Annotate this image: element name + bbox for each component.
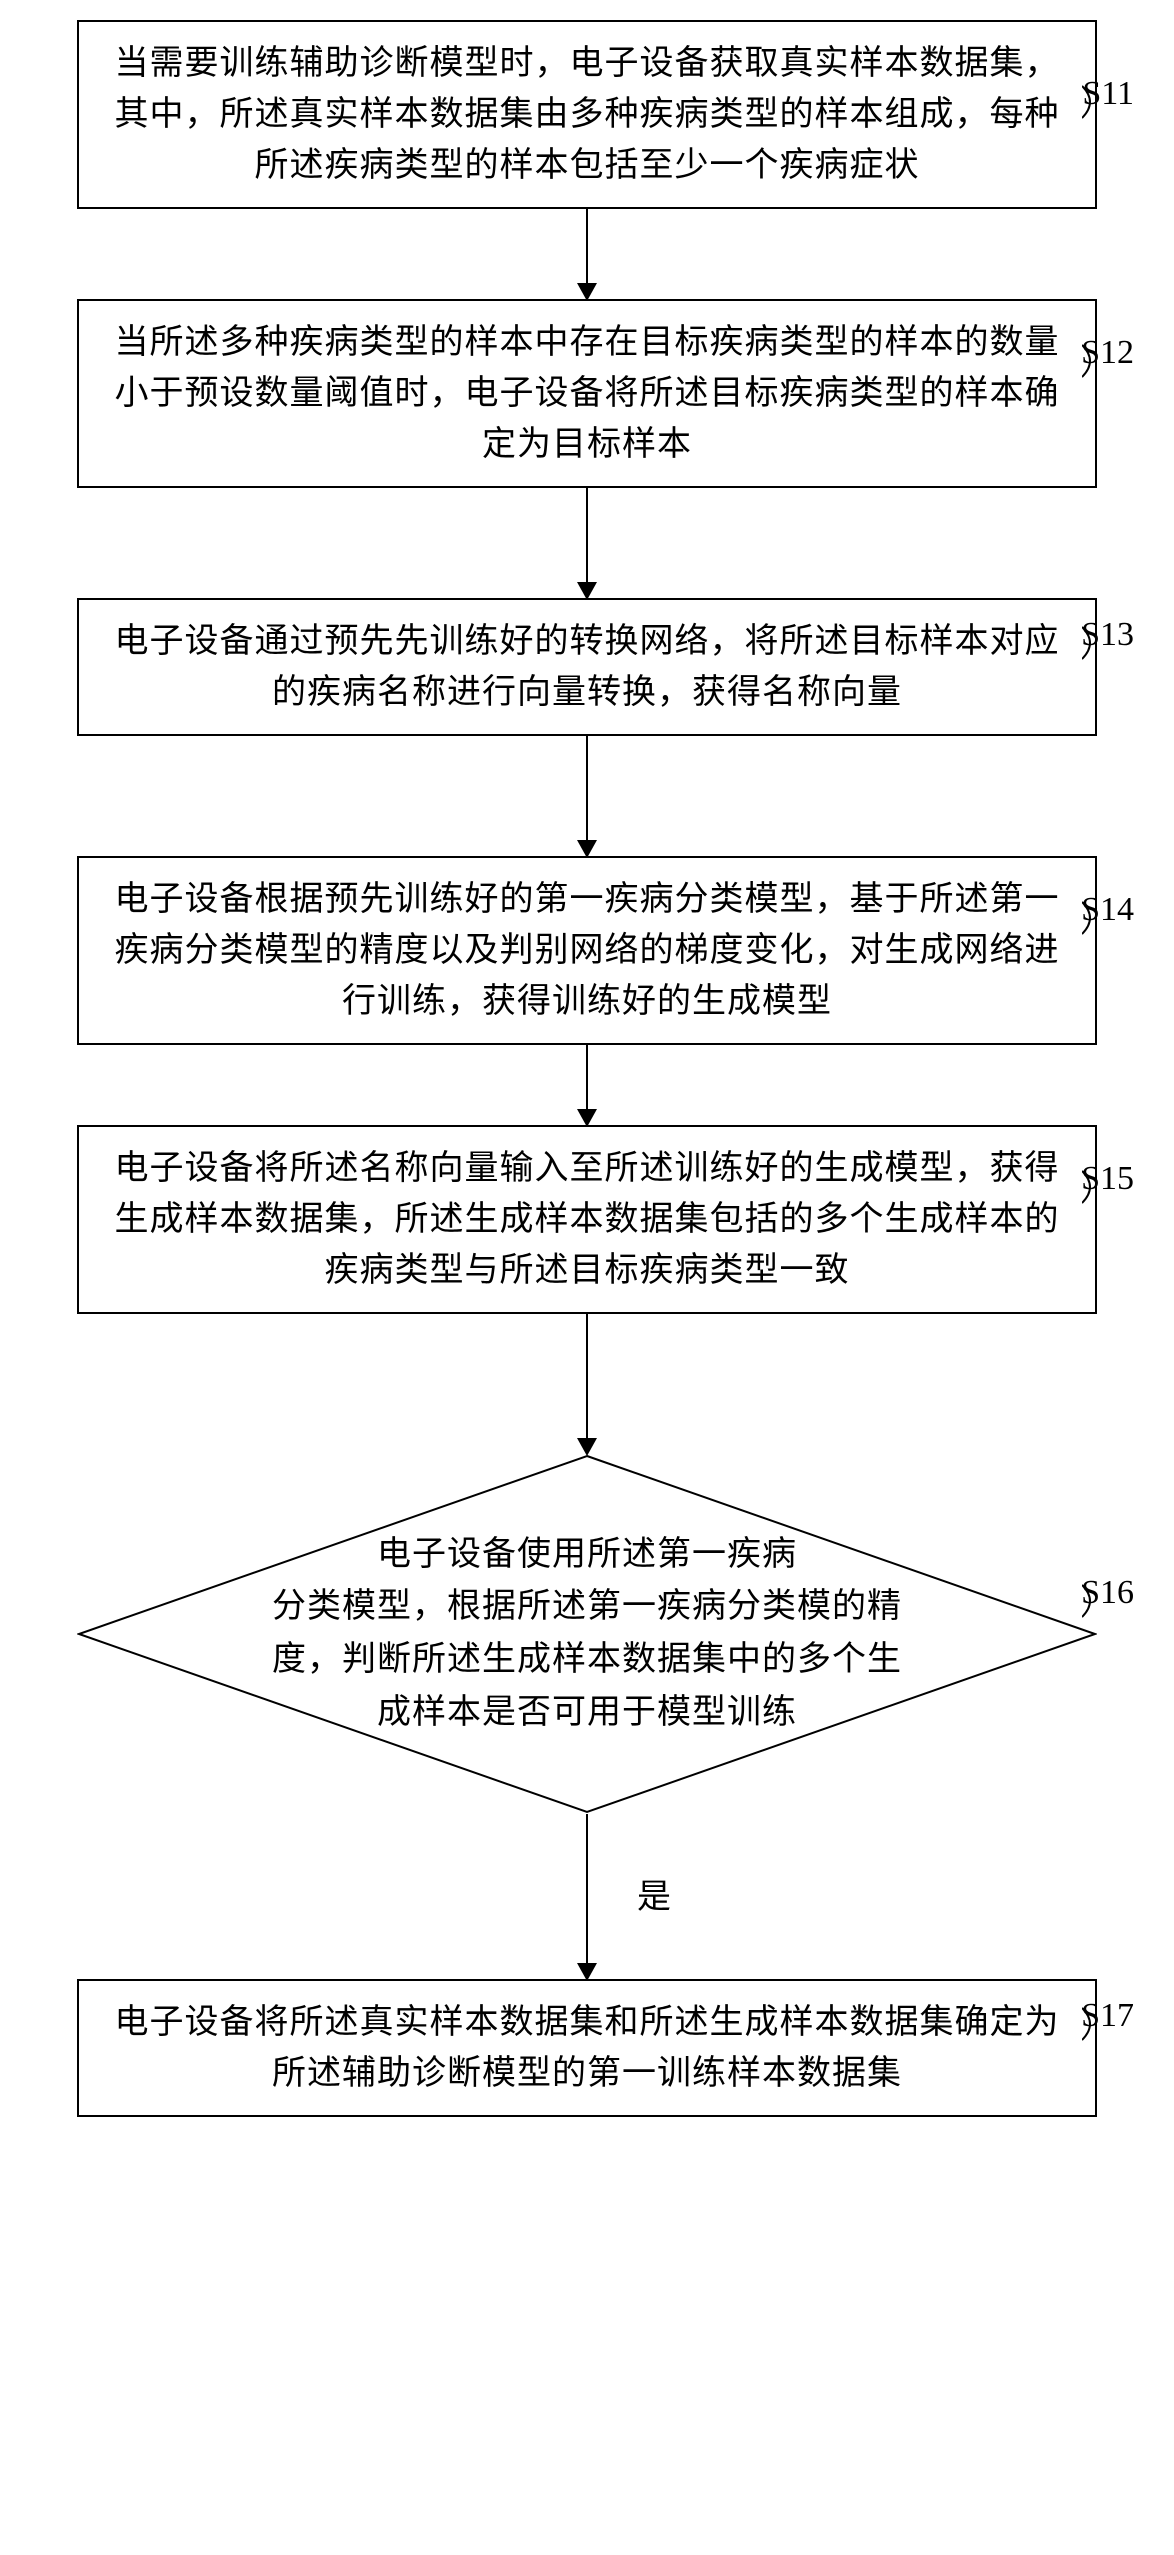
step-s12-wrapper: 当所述多种疾病类型的样本中存在目标疾病类型的样本的数量小于预设数量阈值时，电子设… [50,299,1124,488]
step-s14-wrapper: 电子设备根据预先训练好的第一疾病分类模型，基于所述第一疾病分类模型的精度以及判别… [50,856,1124,1045]
step-s14-box: 电子设备根据预先训练好的第一疾病分类模型，基于所述第一疾病分类模型的精度以及判别… [77,856,1097,1045]
step-s15-label: S15 [1081,1160,1134,1198]
step-s14-label: S14 [1081,891,1134,929]
step-s13-box: 电子设备通过预先先训练好的转换网络，将所述目标样本对应的疾病名称进行向量转换，获… [77,598,1097,736]
step-s11-box: 当需要训练辅助诊断模型时，电子设备获取真实样本数据集，其中，所述真实样本数据集由… [77,20,1097,209]
arrow-3 [586,736,588,856]
arrow-6 [586,1814,588,1979]
step-s13-label: S13 [1081,616,1134,654]
step-s12-label: S12 [1081,334,1134,372]
s16-line4: 成样本是否可用于模型训练 [377,1694,797,1731]
step-s17-label: S17 [1081,1997,1134,2035]
arrow-1 [586,209,588,299]
step-s16-wrapper: 电子设备使用所述第一疾病 分类模型，根据所述第一疾病分类模的精 度，判断所述生成… [50,1454,1124,1814]
step-s15-wrapper: 电子设备将所述名称向量输入至所述训练好的生成模型，获得生成样本数据集，所述生成样… [50,1125,1124,1314]
arrow-5 [586,1314,588,1454]
s16-line3: 度，判断所述生成样本数据集中的多个生 [272,1641,902,1678]
step-s17-wrapper: 电子设备将所述真实样本数据集和所述生成样本数据集确定为所述辅助诊断模型的第一训练… [50,1979,1124,2117]
arrow-2 [586,488,588,598]
step-s11-wrapper: 当需要训练辅助诊断模型时，电子设备获取真实样本数据集，其中，所述真实样本数据集由… [50,20,1124,209]
diamond-s16: 电子设备使用所述第一疾病 分类模型，根据所述第一疾病分类模的精 度，判断所述生成… [77,1454,1097,1814]
arrow-4 [586,1045,588,1125]
flowchart-container: 当需要训练辅助诊断模型时，电子设备获取真实样本数据集，其中，所述真实样本数据集由… [50,20,1124,2117]
s16-line1: 电子设备使用所述第一疾病 [377,1536,797,1573]
step-s15-box: 电子设备将所述名称向量输入至所述训练好的生成模型，获得生成样本数据集，所述生成样… [77,1125,1097,1314]
yes-label: 是 [637,1869,671,1918]
step-s12-box: 当所述多种疾病类型的样本中存在目标疾病类型的样本的数量小于预设数量阈值时，电子设… [77,299,1097,488]
s16-line2: 分类模型，根据所述第一疾病分类模的精 [272,1588,902,1625]
step-s16-label: S16 [1081,1574,1134,1612]
step-s17-box: 电子设备将所述真实样本数据集和所述生成样本数据集确定为所述辅助诊断模型的第一训练… [77,1979,1097,2117]
arrow-yes-wrapper: 是 [50,1814,1124,1979]
step-s11-label: S11 [1082,75,1134,113]
diamond-text: 电子设备使用所述第一疾病 分类模型，根据所述第一疾病分类模的精 度，判断所述生成… [177,1529,997,1740]
step-s13-wrapper: 电子设备通过预先先训练好的转换网络，将所述目标样本对应的疾病名称进行向量转换，获… [50,598,1124,736]
